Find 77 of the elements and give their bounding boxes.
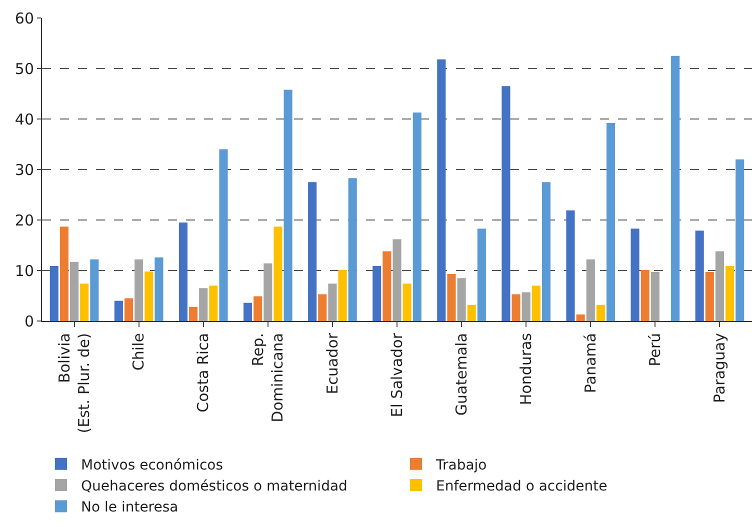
bar <box>189 306 198 321</box>
bar <box>372 266 382 321</box>
legend-label: Motivos económicos <box>81 457 224 474</box>
x-tick-label: Perú <box>646 333 664 366</box>
bar <box>144 272 154 321</box>
bar <box>402 284 412 321</box>
legend-label: Enfermedad o accidente <box>436 478 608 495</box>
x-tick-label: Paraguay <box>710 332 729 404</box>
x-tick-label: Bolivia (Est. Plur. de) <box>55 333 93 434</box>
x-tick-label: El Salvador <box>388 332 406 418</box>
bar <box>114 300 123 321</box>
bar <box>80 284 89 321</box>
bar <box>348 178 357 321</box>
bar <box>457 278 466 321</box>
bar <box>60 226 68 321</box>
bar <box>154 257 164 321</box>
bar <box>70 262 79 321</box>
bar <box>467 304 476 321</box>
bar <box>382 251 392 321</box>
bar <box>308 182 317 321</box>
bar <box>50 266 58 321</box>
bar <box>284 90 292 321</box>
bar <box>596 304 605 321</box>
legend-label: Trabajo <box>435 457 487 474</box>
bar <box>199 288 208 321</box>
bar <box>254 296 262 321</box>
bar <box>502 86 510 321</box>
y-tick-label: 0 <box>24 312 34 330</box>
bar <box>695 230 704 321</box>
bar <box>650 272 660 321</box>
y-tick-label: 60 <box>14 9 34 28</box>
bar <box>606 123 616 321</box>
bar <box>209 286 218 321</box>
x-tick-label: Ecuador <box>323 332 342 394</box>
bar <box>124 298 134 321</box>
bar <box>338 270 347 321</box>
y-tick-label: 30 <box>14 160 34 179</box>
x-tick-label: Panamá <box>582 333 600 394</box>
y-tick-label: 40 <box>14 110 34 128</box>
bar <box>264 263 272 321</box>
bar <box>726 266 734 321</box>
bar <box>542 182 551 321</box>
bar <box>705 272 714 321</box>
bar <box>715 251 724 321</box>
bar <box>243 302 252 321</box>
bar <box>178 222 188 321</box>
bar <box>437 59 446 321</box>
bar <box>328 284 337 321</box>
legend-label: Quehaceres domésticos o maternidad <box>81 478 348 495</box>
bar <box>412 112 422 321</box>
y-tick-label: 10 <box>14 262 34 280</box>
bar <box>522 292 530 321</box>
bar <box>640 270 650 321</box>
bar <box>274 226 282 321</box>
x-tick-label: Chile <box>130 333 148 371</box>
bar <box>532 286 540 321</box>
y-tick-label: 50 <box>14 60 34 78</box>
bar <box>630 228 640 321</box>
y-tick-label: 20 <box>14 211 34 230</box>
bar <box>318 294 327 321</box>
bar <box>736 159 744 321</box>
bar <box>477 228 486 321</box>
bar <box>671 56 680 321</box>
x-tick-label: Rep. Dominicana <box>249 333 287 422</box>
bar <box>576 314 585 321</box>
x-tick-label: Honduras <box>516 332 535 406</box>
legend-label: No le interesa <box>81 500 178 516</box>
x-tick-label: Costa Rica <box>194 333 212 412</box>
bar <box>566 210 575 321</box>
bar <box>392 239 402 321</box>
x-tick-label: Guatemala <box>452 333 470 416</box>
bar <box>586 259 595 321</box>
bar <box>219 149 228 321</box>
bar <box>90 259 99 321</box>
bar <box>447 274 456 321</box>
bar <box>134 259 144 321</box>
bar <box>512 294 520 321</box>
